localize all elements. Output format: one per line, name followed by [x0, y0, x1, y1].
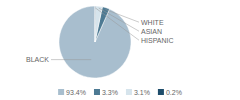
legend-item: 0.2% — [158, 89, 182, 96]
chart: BLACK WHITE ASIAN HISPANIC 93.4% 3.3% 3.1% 0.2% — [0, 0, 240, 100]
legend-label: 0.2% — [166, 89, 182, 96]
legend-swatch — [58, 89, 64, 95]
legend-swatch — [158, 89, 164, 95]
legend-label: 93.4% — [66, 89, 86, 96]
slice-labels: BLACK WHITE ASIAN HISPANIC — [26, 8, 174, 63]
pie-slice — [95, 6, 102, 42]
pie-slice — [95, 6, 96, 42]
pie-slice — [95, 7, 110, 42]
legend-label: 3.1% — [134, 89, 150, 96]
legend-item: 3.1% — [126, 89, 150, 96]
legend-item: 93.4% — [58, 89, 86, 96]
legend-item: 3.3% — [94, 89, 118, 96]
legend-swatch — [94, 89, 100, 95]
pie — [59, 6, 131, 78]
leader-line — [99, 8, 139, 31]
leader-line — [95, 8, 139, 40]
legend-label: 3.3% — [102, 89, 118, 96]
legend: 93.4% 3.3% 3.1% 0.2% — [58, 89, 182, 96]
slice-label: WHITE — [141, 19, 164, 26]
legend-swatch — [126, 89, 132, 95]
leader-line — [105, 9, 139, 22]
slice-label: HISPANIC — [141, 37, 174, 44]
leader-line — [51, 59, 91, 60]
slice-label: ASIAN — [141, 28, 162, 35]
slice-label: BLACK — [26, 56, 49, 63]
pie-slice — [59, 6, 131, 78]
